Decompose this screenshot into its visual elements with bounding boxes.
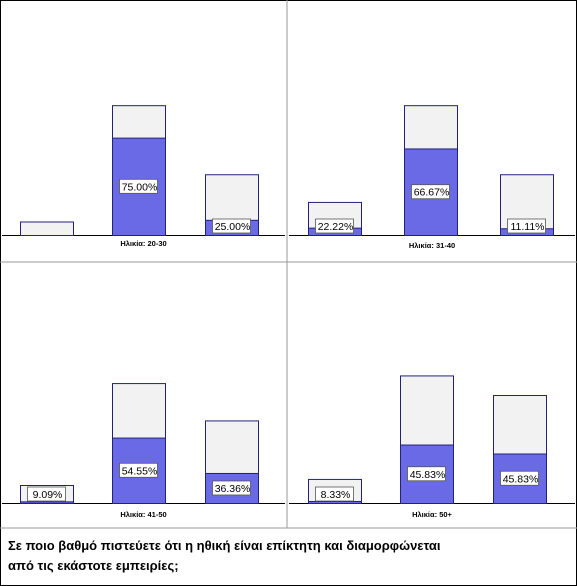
- panel-1-bar-3-label-box: [212, 218, 251, 234]
- panel-2-bar-3-label: 11.11%: [510, 221, 544, 233]
- panel-4-bar-1-label-box: [315, 486, 354, 502]
- panel-1-bar-1-total: [20, 221, 74, 236]
- panel-2-bar-2-label-box: [411, 184, 450, 200]
- panel-3-bar-2-label-box: [119, 462, 158, 478]
- panel-3-bar-1-label: 9.09%: [33, 489, 63, 501]
- panel-2-title: Ηλικία: 31-40: [409, 241, 455, 250]
- panel-1-bar-2-label-box: [119, 178, 158, 194]
- panel-2-bar-1-label-box: [315, 218, 354, 234]
- panel-4-bar-3-label: 45.83%: [503, 473, 539, 485]
- panel-3-bar-1-label-box: [27, 486, 66, 502]
- panel-2-bar-1-label: 22.22%: [318, 221, 354, 233]
- panel-3-bar-1-fill: [20, 501, 74, 504]
- panel-3-bar-2-label: 54.55%: [122, 465, 158, 477]
- panel-4-title: Ηλικία: 50+: [412, 510, 452, 519]
- panel-3-bar-3-label: 36.36%: [215, 483, 251, 495]
- panel-1-title: Ηλικία: 20-30: [120, 239, 166, 248]
- panel-4-bar-2-label-box: [407, 466, 446, 482]
- panel-4-bar-1-label: 8.33%: [321, 489, 351, 501]
- panel-1-bar-3-label: 25.00%: [215, 221, 251, 233]
- panel-3-bar-3-label-box: [212, 480, 251, 496]
- panel-3-title: Ηλικία: 41-50: [120, 510, 166, 519]
- panel-2-bar-2-label: 66.67%: [414, 187, 450, 199]
- panel-1-bar-2-label: 75.00%: [122, 181, 158, 193]
- panel-4-bar-2-label: 45.83%: [410, 469, 446, 481]
- panel-4-bar-3-label-box: [500, 470, 539, 486]
- caption-line-1: Σε ποιο βαθμό πιστεύετε ότι η ηθική είνα…: [8, 538, 441, 553]
- question-caption: Σε ποιο βαθμό πιστεύετε ότι η ηθική είνα…: [8, 536, 568, 576]
- panel-4-bar-1-fill: [308, 500, 362, 504]
- panel-2-bar-3-label-box: [507, 218, 546, 234]
- caption-line-2: από τις εκάστοτε εμπειρίες;: [8, 558, 179, 573]
